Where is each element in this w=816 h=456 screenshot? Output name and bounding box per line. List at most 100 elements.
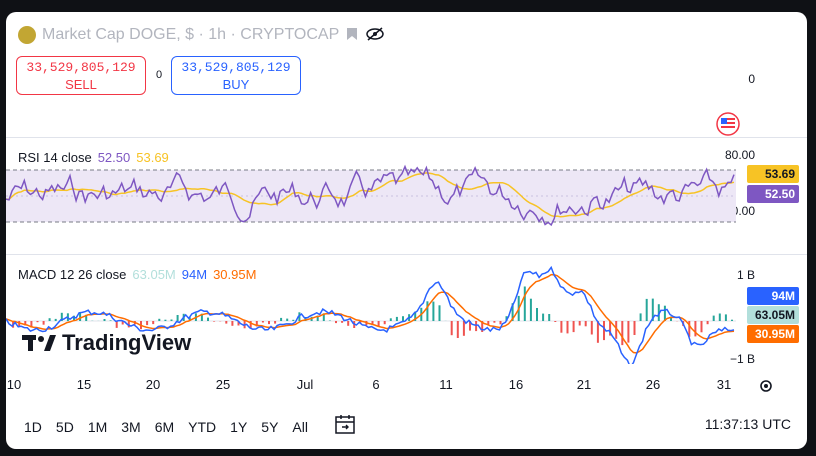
macd-histogram-bar — [596, 321, 599, 343]
macd-tick-1b: 1 B — [736, 268, 755, 282]
timeframe-3m[interactable]: 3M — [121, 418, 141, 435]
timeframe-5y[interactable]: 5Y — [261, 418, 279, 435]
sell-price: 33,529,805,129 — [26, 60, 136, 75]
macd-legend[interactable]: MACD 12 26 close 63.05M 94M 30.95M — [18, 267, 256, 282]
macd-histogram-bar — [493, 321, 496, 323]
macd-histogram-bar — [225, 321, 228, 324]
macd-histogram-bar — [335, 321, 337, 324]
time-axis-label: Jul — [296, 377, 314, 392]
timeframe-5d[interactable]: 5D — [55, 418, 74, 435]
symbol-title: Market Cap DOGE, $ · 1h · CRYPTOCAP — [42, 26, 340, 43]
macd-histogram-bar — [158, 318, 161, 321]
macd-histogram-bar — [609, 321, 612, 336]
time-axis-label: 10 — [6, 377, 22, 392]
macd-histogram-bar — [603, 321, 605, 341]
macd-price-tag: 94M — [747, 287, 799, 305]
bookmark-icon[interactable] — [345, 27, 359, 44]
macd-histogram-bar — [724, 314, 727, 321]
macd-histogram-bar — [383, 321, 386, 325]
timeframe-6m[interactable]: 6M — [154, 418, 175, 435]
macd-histogram-bar — [371, 321, 374, 325]
rsi-price-tag: 52.50 — [747, 185, 799, 203]
calendar-goto-icon[interactable] — [334, 413, 356, 440]
macd-histogram-bar — [231, 321, 234, 326]
buy-label: BUY — [222, 77, 250, 92]
macd-histogram-bar — [54, 318, 57, 321]
timeframe-1d[interactable]: 1D — [24, 418, 42, 435]
buy-button[interactable]: 33,529,805,129 BUY — [171, 56, 301, 95]
macd-histogram-bar — [590, 321, 593, 335]
rsi-line — [6, 164, 735, 227]
sell-button[interactable]: 33,529,805,129 SELL — [16, 56, 146, 95]
macd-histogram-bar — [438, 305, 441, 321]
macd-histogram-bar — [663, 305, 666, 321]
macd-histogram-bar — [188, 317, 191, 321]
macd-histogram-bar — [103, 319, 106, 321]
macd-tick-neg1b: −1 B — [729, 352, 755, 366]
rsi-value: 52.50 — [97, 150, 131, 165]
macd-plot[interactable] — [6, 264, 736, 364]
time-axis-label: 16 — [508, 377, 524, 392]
timeframe-all[interactable]: All — [292, 418, 308, 435]
macd-histogram-bar — [48, 318, 51, 321]
macd-histogram-bar — [377, 321, 380, 327]
macd-histogram-bar — [176, 315, 179, 321]
rsi-plot[interactable] — [6, 160, 736, 250]
macd-histogram-bar — [529, 298, 532, 321]
time-axis-label: 21 — [576, 377, 592, 392]
macd-histogram-bar — [274, 321, 277, 324]
macd-histogram-bar — [469, 321, 471, 331]
macd-histogram-bar — [706, 321, 709, 325]
macd-label: MACD 12 26 close — [18, 267, 127, 282]
macd-hist-value: 63.05M — [132, 267, 176, 282]
macd-histogram-bar — [718, 313, 721, 321]
symbol-legend[interactable]: Market Cap DOGE, $ · 1h · CRYPTOCAP — [18, 26, 385, 44]
timeframe-1y[interactable]: 1Y — [230, 418, 248, 435]
flag-icon[interactable] — [716, 112, 740, 141]
macd-histogram-bar — [73, 315, 75, 321]
macd-histogram-bar — [511, 303, 514, 321]
sell-label: SELL — [65, 77, 97, 92]
settings-gear-icon[interactable] — [758, 378, 774, 399]
buy-price: 33,529,805,129 — [181, 60, 291, 75]
rsi-legend[interactable]: RSI 14 close 52.50 53.69 — [18, 150, 169, 165]
macd-histogram-bar — [554, 321, 557, 322]
macd-histogram-bar — [316, 315, 319, 321]
macd-histogram-bar — [731, 319, 733, 321]
macd-histogram-bar — [237, 321, 240, 326]
rsi-ma-line — [6, 172, 735, 218]
time-axis-label: 15 — [76, 377, 92, 392]
macd-histogram-bar — [414, 311, 417, 321]
macd-histogram-bar — [566, 321, 569, 334]
macd-histogram-bar — [615, 321, 618, 339]
macd-line — [6, 265, 735, 364]
macd-histogram-bar — [657, 304, 660, 321]
macd-histogram-bar — [700, 321, 703, 333]
macd-histogram-bar — [328, 320, 331, 321]
macd-histogram-bar — [633, 321, 636, 335]
macd-histogram-bar — [121, 321, 124, 325]
macd-histogram-bar — [79, 313, 82, 321]
macd-value: 94M — [181, 267, 208, 282]
macd-histogram-bar — [280, 317, 283, 321]
macd-histogram-bar — [170, 319, 173, 321]
macd-histogram-bar — [207, 317, 209, 321]
macd-histogram-bar — [127, 321, 130, 328]
macd-histogram-bar — [146, 321, 149, 326]
macd-histogram-bar — [542, 313, 545, 321]
macd-histogram-bar — [152, 321, 155, 325]
eye-slash-icon[interactable] — [365, 26, 385, 44]
macd-histogram-bar — [456, 321, 459, 338]
spread-value: 0 — [156, 69, 163, 81]
macd-histogram-bar — [548, 314, 551, 321]
pane-separator[interactable] — [6, 137, 807, 138]
macd-histogram-bar — [670, 316, 672, 321]
tradingview-logo[interactable]: TradingView — [22, 330, 191, 356]
pane-separator[interactable] — [6, 254, 807, 255]
timeframe-1m[interactable]: 1M — [87, 418, 108, 435]
utc-clock[interactable]: 11:37:13 UTC — [704, 416, 791, 432]
timeframe-ytd[interactable]: YTD — [188, 418, 217, 435]
tradingview-logo-icon — [22, 335, 56, 351]
macd-histogram-bar — [694, 321, 697, 337]
macd-histogram-bar — [487, 321, 490, 326]
